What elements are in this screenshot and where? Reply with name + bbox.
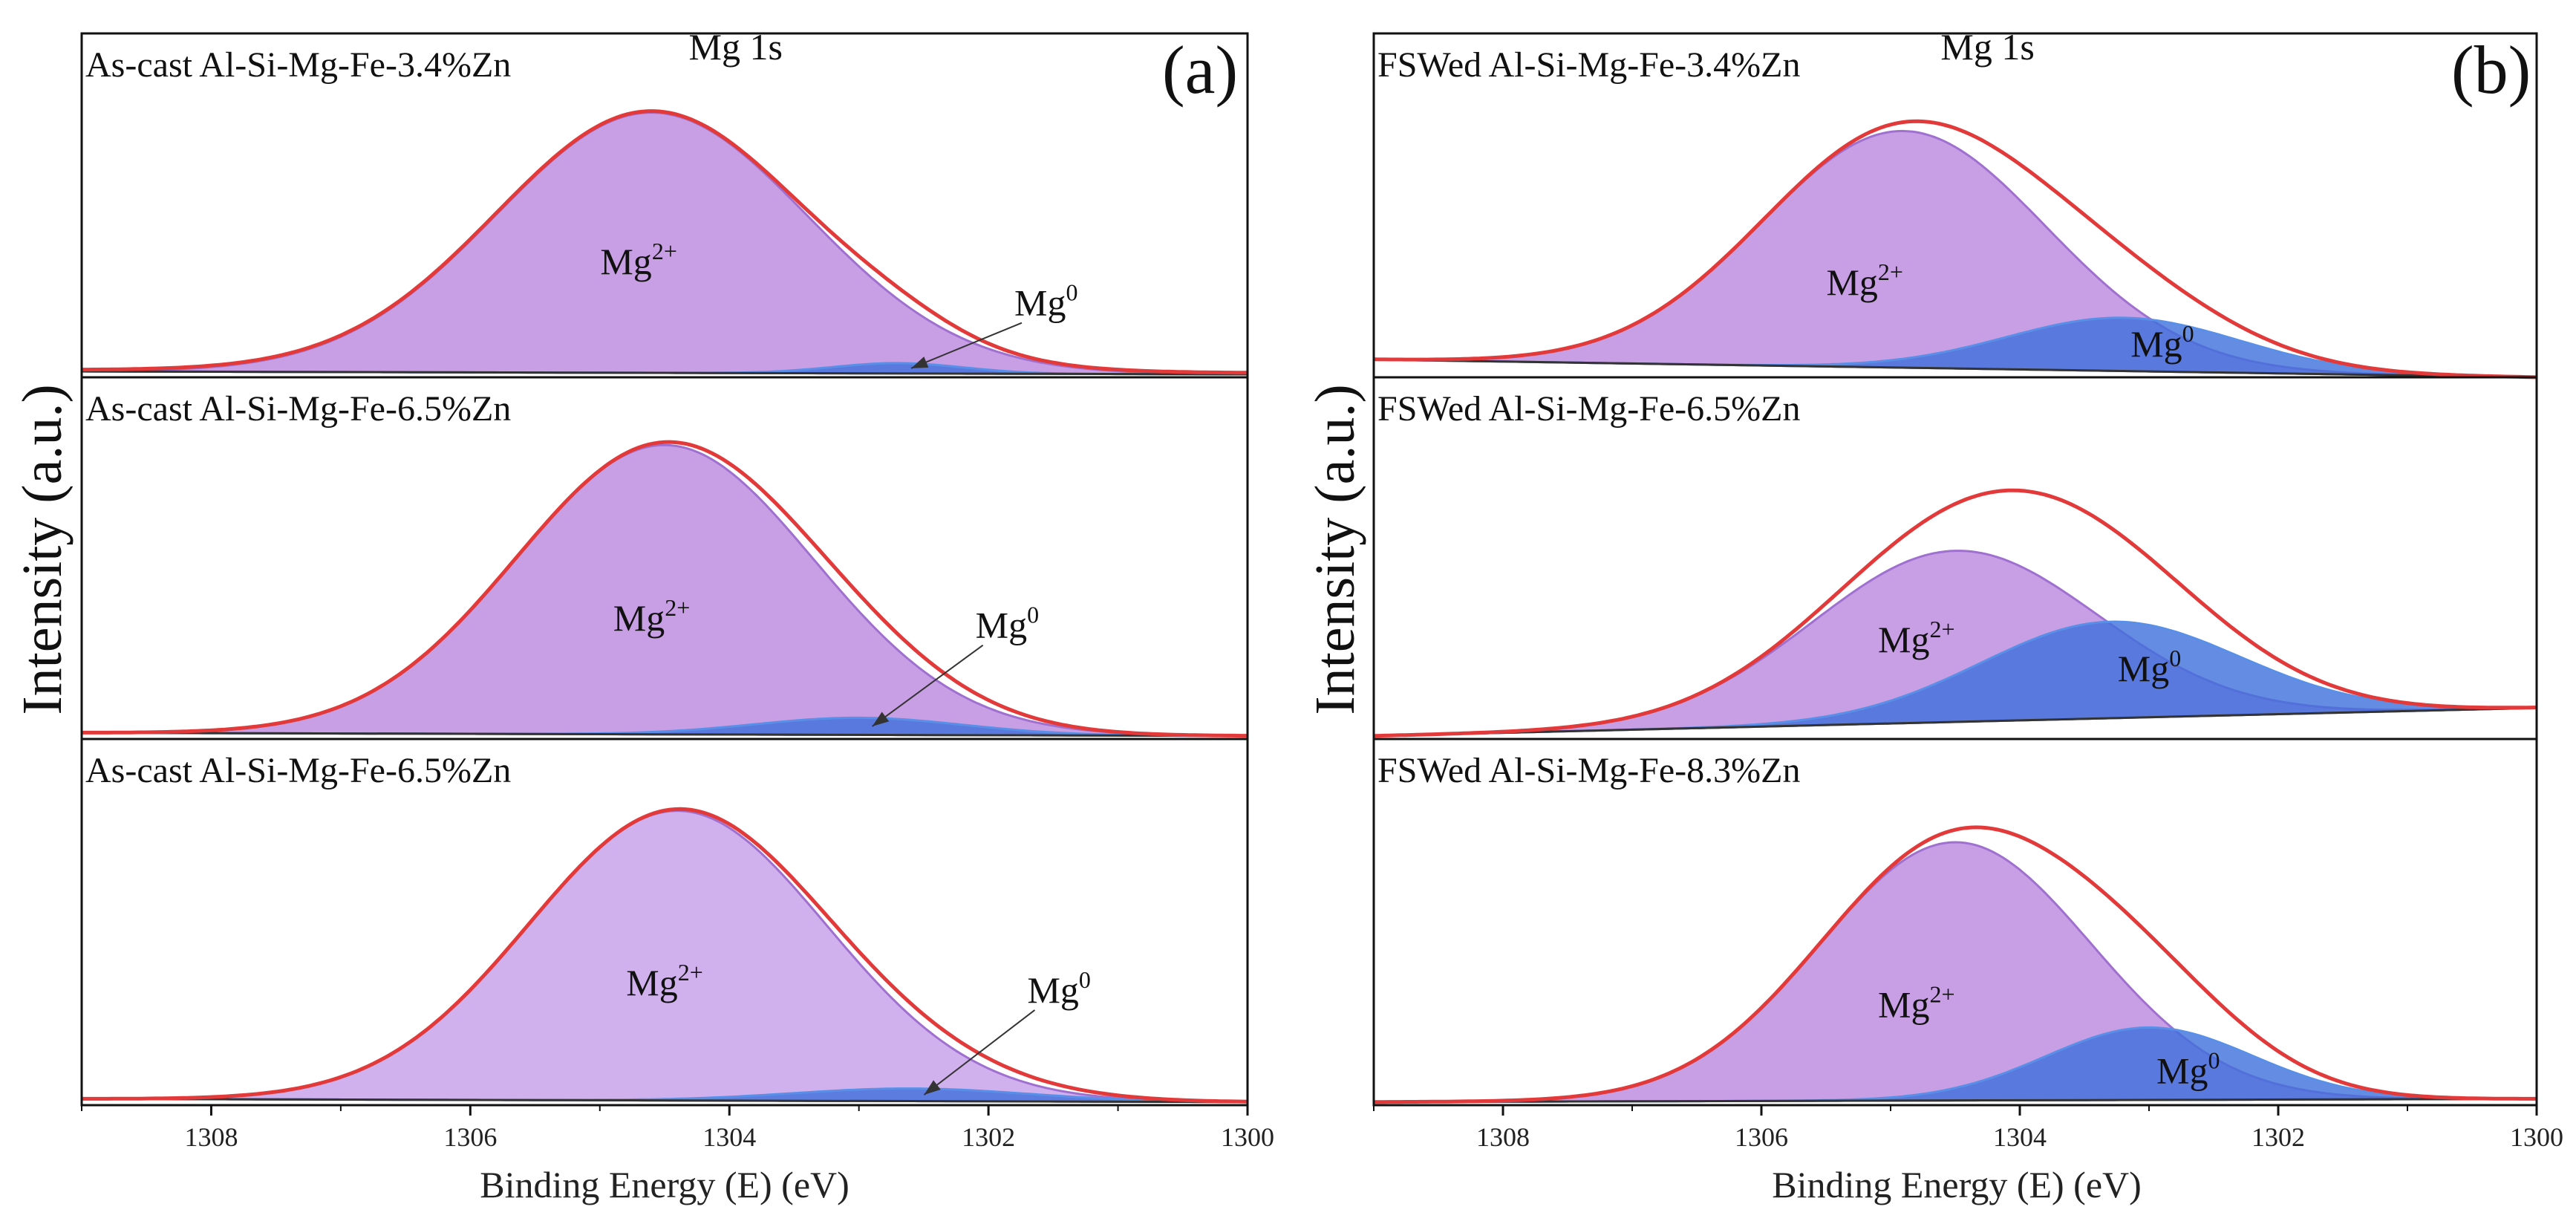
panel-b: FSWed Al-Si-Mg-Fe-3.4%Zn Mg 1s Mg2+ Mg0 FSWe… [1372,26,2563,1152]
x-axis-label-a: Binding Energy (E) (eV) [480,1164,850,1205]
mg0-label-superscript: 0 [2169,645,2181,671]
mg2-label-superscript: 2+ [665,594,690,621]
mg0-label-superscript: 0 [2182,320,2194,347]
mg2-label-superscript: 2+ [652,238,677,264]
mg0-label-superscript: 0 [1066,279,1077,306]
mg2-label-superscript: 2+ [678,959,703,986]
mg2-label-superscript: 2+ [1930,616,1955,642]
mg0-label-superscript: 0 [1079,966,1091,993]
panel-letter: (a) [1162,32,1238,108]
x-tick-label: 1302 [962,1122,1015,1152]
background-line [81,1098,1248,1104]
envelope-line [82,109,1248,375]
sample-label: FSWed Al-Si-Mg-Fe-8.3%Zn [1377,751,1800,790]
y-axis-label-b: Intensity (a.u.) [1304,384,1366,714]
envelope-line [1374,825,2537,1104]
core-level-label: Mg 1s [1940,26,2034,68]
sample-label: As-cast Al-Si-Mg-Fe-6.5%Zn [85,751,511,790]
x-tick-label: 1308 [1476,1122,1530,1152]
x-tick-label: 1300 [1221,1122,1274,1152]
x-tick-label: 1300 [2510,1122,2563,1152]
panel-a: As-cast Al-Si-Mg-Fe-3.4%Zn Mg 1s Mg2+ Mg0 As… [80,26,1274,1152]
mg0-arrow-line [923,1009,1036,1096]
mg0-label: Mg0 [1014,279,1077,324]
x-tick-label: 1308 [184,1122,238,1152]
mg0-arrow-line [872,644,984,727]
sample-label: FSWed Al-Si-Mg-Fe-3.4%Zn [1377,45,1800,85]
mg2-label: Mg2+ [626,959,703,1003]
background-line [1373,1098,2537,1104]
x-tick-label: 1304 [1993,1122,2047,1152]
x-tick-label: 1302 [2251,1122,2305,1152]
mg0-label: Mg0 [2156,1046,2220,1091]
mg0-label-superscript: 0 [1027,602,1039,628]
y-axis-label-a: Intensity (a.u.) [11,384,74,714]
mg2-label-superscript: 2+ [1878,258,1903,285]
envelope-line [82,807,1248,1104]
background-line [1373,358,2537,379]
core-level-label: Mg 1s [689,26,783,68]
mg2-label: Mg2+ [1826,258,1903,303]
background-line [1373,706,2537,738]
panel-frame [80,32,1249,1107]
x-tick-label: 1306 [1735,1122,1788,1152]
sample-label: As-cast Al-Si-Mg-Fe-6.5%Zn [85,389,511,429]
panel-frame [1372,32,2538,1107]
x-axis-label-b: Binding Energy (E) (eV) [1772,1164,2142,1205]
x-tick-label: 1306 [443,1122,497,1152]
envelope-line [1373,119,2537,380]
mg0-arrow-head [924,1080,941,1096]
mg2-label-superscript: 2+ [1930,981,1955,1008]
envelope-line [82,440,1248,738]
sample-label: FSWed Al-Si-Mg-Fe-6.5%Zn [1377,389,1800,429]
mg0-arrow-head [911,357,929,368]
mg0-arrow-line [910,322,1023,369]
background-line [81,732,1248,738]
background-line [81,370,1248,376]
x-tick-label: 1304 [702,1122,756,1152]
mg0-label: Mg0 [976,602,1039,646]
envelope-line [1373,488,2537,738]
sample-label: As-cast Al-Si-Mg-Fe-3.4%Zn [85,45,511,85]
panel-letter: (b) [2451,32,2531,108]
mg0-arrow-head [872,712,890,726]
mg0-label-superscript: 0 [2208,1046,2220,1073]
